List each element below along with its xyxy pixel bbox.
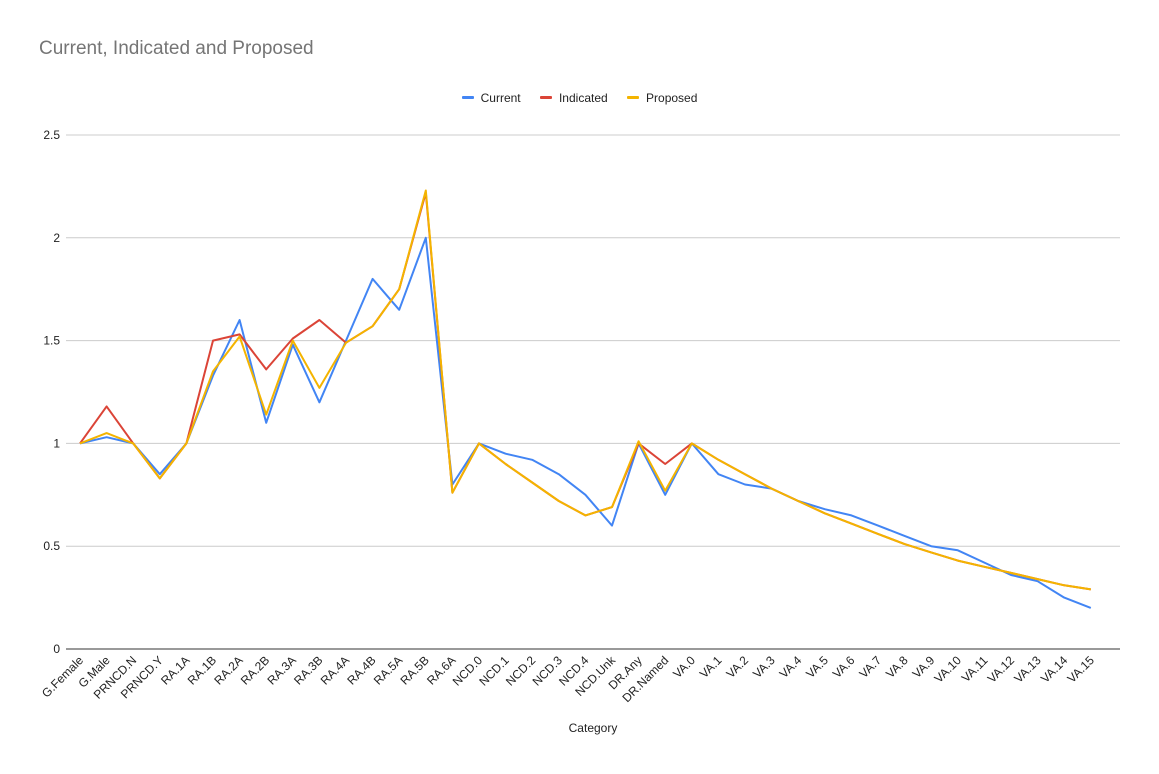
x-tick-label: VA.12 [985,653,1018,686]
x-tick-label: VA.1 [697,653,725,681]
y-tick-label: 2.5 [43,128,60,142]
series-line-current[interactable] [79,236,1092,609]
x-tick-label: RA.2B [238,653,272,687]
series-line-proposed[interactable] [79,189,1091,591]
x-tick-label: RA.3B [291,653,325,687]
x-tick-label: RA.5A [371,653,405,687]
x-tick-label: VA.10 [932,653,965,686]
x-tick-label: VA.15 [1065,653,1098,686]
legend-label-proposed: Proposed [646,90,698,105]
x-tick-label: RA.4B [344,653,378,687]
x-axis-tick-labels: G.FemaleG.MalePRNCD.NPRNCD.YRA.1ARA.1BRA… [39,653,1097,706]
x-axis-title: Category [569,721,618,735]
y-tick-label: 2 [53,231,60,245]
y-tick-label: 0.5 [43,539,60,553]
x-tick-label: VA.4 [777,653,805,681]
x-tick-label: VA.2 [723,653,751,681]
x-tick-label: VA.13 [1011,653,1044,686]
x-tick-label: VA.14 [1038,653,1071,686]
x-tick-label: VA.3 [750,653,778,681]
series-lines [79,189,1092,609]
x-tick-label: VA.8 [883,653,911,681]
series-line-indicated[interactable] [79,191,1091,591]
legend-swatch-proposed [627,96,640,99]
chart-title: Current, Indicated and Proposed [39,38,314,59]
y-axis-tick-labels: 0 0.5 1 1.5 2 2.5 [43,128,60,656]
legend-item-current[interactable]: Current [461,90,521,105]
legend: Current Indicated Proposed [0,88,1159,105]
x-tick-label: VA.7 [856,653,884,681]
x-tick-label: RA.1A [158,653,192,687]
y-tick-label: 1 [53,436,60,450]
y-tick-label: 0 [53,642,60,656]
x-tick-label: RA.2A [211,653,245,687]
x-tick-label: RA.4A [318,653,352,687]
x-tick-label: VA.0 [670,653,698,681]
x-tick-label: VA.6 [830,653,858,681]
y-tick-label: 1.5 [43,334,60,348]
x-tick-label: RA.3A [264,653,298,687]
x-tick-label: RA.1B [185,653,219,687]
legend-label-current: Current [480,90,521,105]
legend-swatch-current [461,96,474,99]
x-tick-label: VA.5 [803,653,831,681]
legend-item-proposed[interactable]: Proposed [627,91,697,105]
x-tick-label: VA.11 [959,653,991,685]
x-tick-label: RA.5B [397,653,431,687]
legend-swatch-indicated [539,96,552,99]
legend-item-indicated[interactable]: Indicated [539,90,608,105]
gridlines [66,134,1120,650]
legend-label-indicated: Indicated [558,90,608,105]
